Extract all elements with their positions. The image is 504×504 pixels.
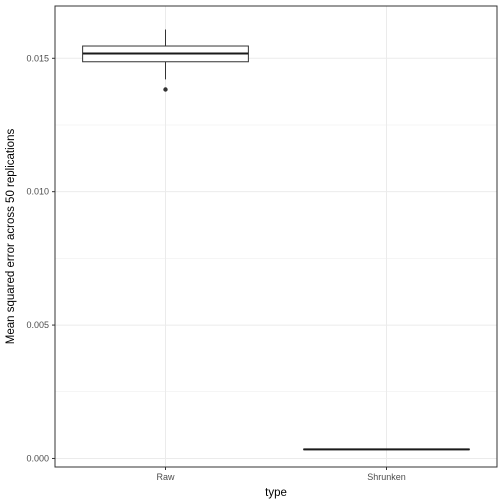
y-tick-label: 0.000 (26, 453, 49, 463)
y-axis-title: Mean squared error across 50 replication… (5, 129, 17, 345)
box-raw (82, 29, 249, 92)
box-shrunken (303, 448, 470, 451)
x-tick-label: Raw (156, 472, 175, 482)
x-axis-ticks: Raw Shrunken (156, 467, 406, 482)
y-axis-ticks: 0.000 0.005 0.010 0.015 (26, 53, 55, 463)
y-tick-label: 0.005 (26, 320, 49, 330)
x-tick-label: Shrunken (367, 472, 406, 482)
x-axis-title: type (265, 487, 287, 499)
y-tick-label: 0.010 (26, 187, 49, 197)
minor-gridlines (55, 124, 497, 393)
panel-border (54, 5, 498, 468)
panel-background (55, 6, 497, 467)
y-tick-label: 0.015 (26, 53, 49, 63)
boxes (82, 29, 470, 451)
outlier-point (163, 87, 168, 92)
